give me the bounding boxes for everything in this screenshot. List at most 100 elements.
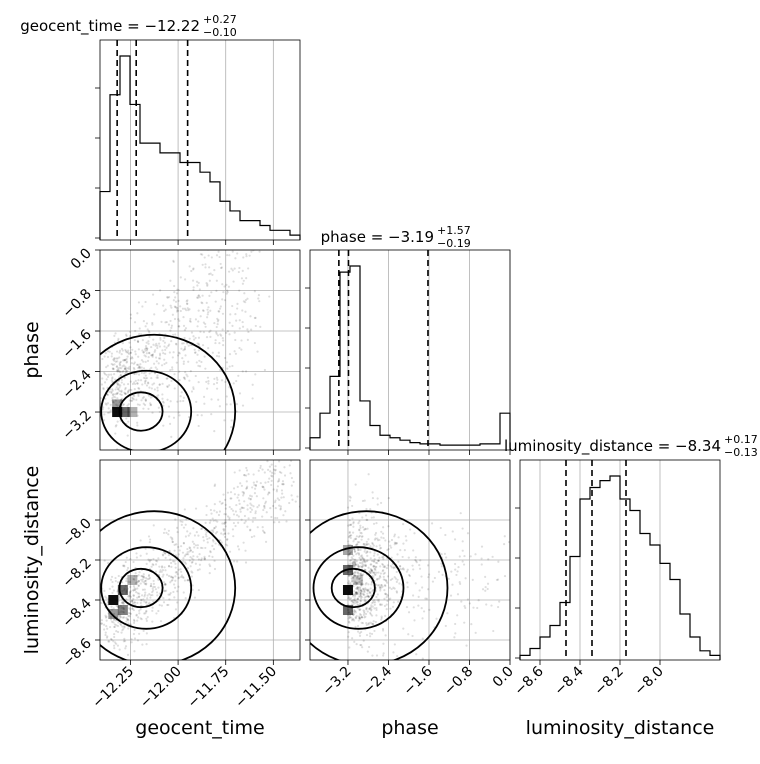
scatter-point [373, 567, 376, 571]
scatter-point [177, 576, 180, 579]
scatter-point [372, 620, 375, 623]
scatter-point [359, 572, 362, 576]
scatter-point [228, 518, 231, 521]
scatter-point [214, 542, 217, 545]
scatter-point [472, 606, 475, 609]
scatter-point [376, 503, 379, 506]
scatter-point [208, 537, 211, 540]
scatter-point [122, 627, 125, 630]
scatter-point [143, 403, 147, 407]
scatter-point [215, 381, 219, 384]
scatter-point [212, 382, 216, 386]
scatter-point [356, 592, 360, 596]
scatter-point [278, 498, 281, 502]
scatter-point [165, 531, 168, 534]
scatter-point [358, 580, 362, 583]
scatter-point [456, 593, 460, 596]
scatter-point [361, 592, 365, 595]
scatter-point [115, 365, 119, 368]
scatter-point [216, 233, 218, 235]
scatter-point [176, 530, 179, 534]
scatter-point [348, 598, 351, 601]
scatter-point [107, 407, 110, 410]
scatter-point [171, 356, 174, 359]
title-geocent-time: geocent_time = −12.22 +0.27 −0.10 [20, 13, 237, 39]
scatter-point [365, 623, 368, 627]
scatter-point [116, 404, 119, 407]
scatter-point [108, 640, 111, 643]
hist-panel-phase [305, 249, 511, 455]
scatter-point [185, 553, 189, 556]
scatter-point [191, 540, 194, 543]
scatter-point [161, 400, 165, 403]
scatter-point [359, 526, 362, 529]
contour-mid [100, 369, 193, 450]
scatter-point [241, 242, 243, 244]
scatter-point [115, 629, 118, 633]
scatter-point [373, 607, 376, 610]
xtick-label: −12.25 [89, 664, 137, 712]
scatter-point [205, 380, 208, 384]
scatter-point [261, 526, 264, 529]
scatter-point [357, 619, 360, 622]
scatter-point [277, 479, 281, 482]
scatter-point [201, 263, 204, 266]
scatter-point [254, 483, 258, 487]
scatter-point [388, 586, 391, 589]
scatter-point [143, 588, 146, 591]
scatter-point [351, 562, 354, 565]
scatter-point [147, 340, 150, 343]
scatter-point [208, 554, 211, 558]
scatter-point [362, 543, 365, 546]
scatter-point [290, 484, 293, 487]
scatter-point [113, 356, 116, 360]
scatter-point [382, 654, 385, 657]
scatter-point [119, 360, 122, 363]
scatter-point [259, 464, 262, 468]
scatter-point [189, 549, 192, 552]
scatter-point [153, 372, 157, 375]
scatter-point [349, 543, 352, 547]
scatter-point [158, 570, 162, 574]
scatter-point [221, 298, 224, 301]
scatter-point [440, 552, 443, 556]
scatter-point [132, 366, 135, 370]
scatter-point [201, 344, 205, 347]
contour-mid [100, 546, 193, 630]
scatter-point [348, 554, 351, 557]
scatter-point [354, 537, 357, 540]
scatter-point [127, 349, 130, 352]
scatter-point [362, 587, 365, 590]
scatter-point [170, 324, 174, 327]
scatter-point [189, 320, 192, 323]
scatter-point [356, 591, 359, 594]
scatter-point [371, 571, 375, 574]
scatter-point [125, 361, 128, 364]
scatter-point [166, 377, 169, 380]
scatter-point [144, 371, 147, 374]
scatter-point [224, 543, 227, 546]
scatter-point [202, 536, 205, 539]
scatter-point [230, 419, 233, 422]
scatter-point [128, 595, 131, 598]
scatter-point [225, 292, 228, 295]
scatter-point [491, 555, 494, 558]
scatter-point [257, 469, 260, 472]
scatter-point [186, 375, 189, 378]
scatter-point [361, 621, 365, 625]
scatter-point [379, 603, 382, 607]
scatter-point [373, 598, 376, 602]
scatter-point [348, 531, 351, 535]
scatter-point [254, 512, 257, 515]
scatter-point [196, 342, 199, 345]
scatter-point [96, 365, 98, 367]
scatter-point [180, 347, 183, 350]
scatter-point [194, 336, 197, 340]
scatter-point [352, 575, 355, 579]
scatter-point [174, 300, 178, 303]
scatter-point [128, 608, 132, 611]
scatter-point [257, 234, 259, 236]
panel-frame [99, 249, 301, 451]
scatter-point [366, 588, 369, 591]
scatter-point [242, 245, 244, 247]
